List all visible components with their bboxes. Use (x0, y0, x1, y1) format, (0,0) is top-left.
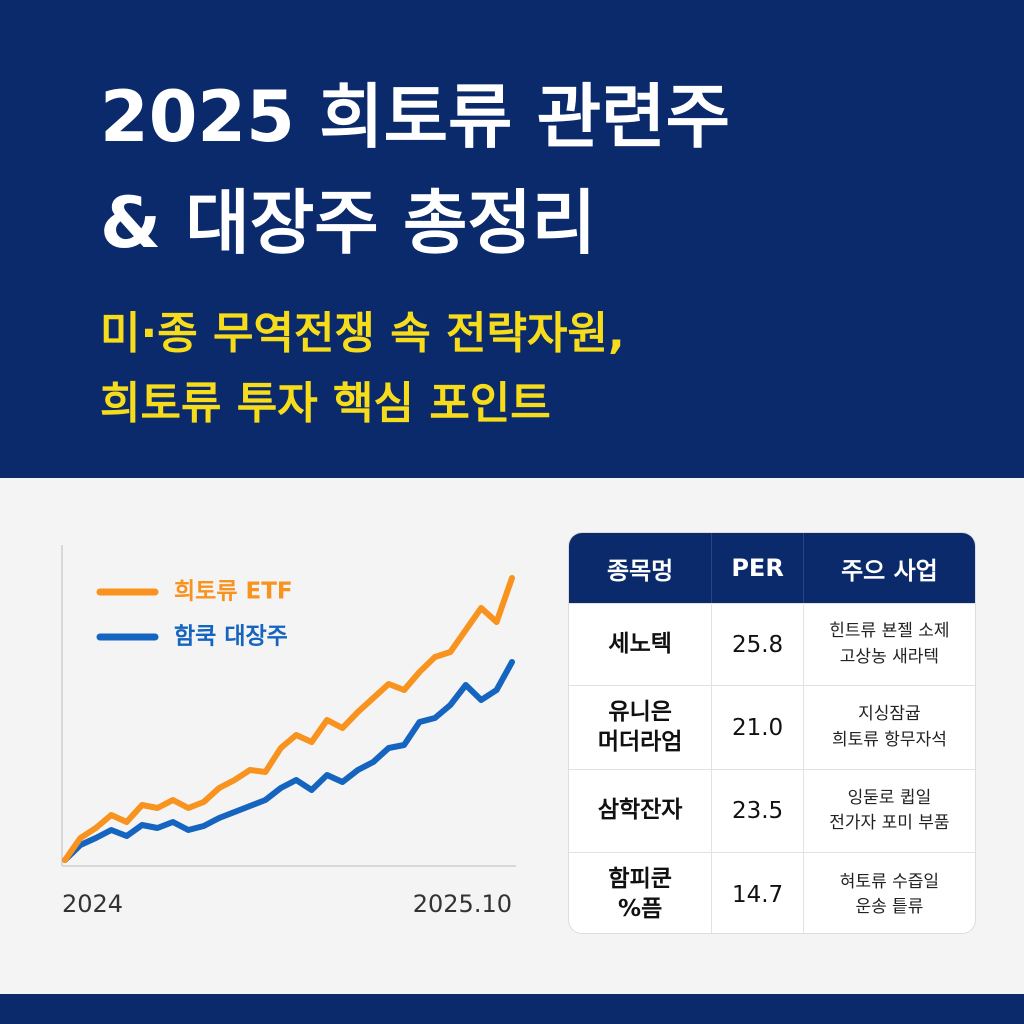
cell-line: 전가자 포미 부품 (829, 813, 950, 833)
cell-line: 잉둗로 큅일 (847, 787, 932, 808)
cell-line: 머더라엄 (597, 728, 683, 755)
series-line (62, 575, 515, 863)
subtitle-line: 미·종 무역전쟁 속 전략자원, (100, 308, 625, 359)
series-line (62, 659, 515, 863)
table-row: 유니은 머더라엄 21.0 지싱잠귭 희토류 항무자석 (569, 685, 975, 769)
header-cell: PER (711, 533, 803, 603)
table-cell: 25.8 (711, 604, 803, 685)
cell-line: 유니은 (608, 698, 672, 725)
chart: 2024 2025.10 희토류 ETF 함쿡 대장주 (61, 545, 516, 918)
table-cell: 14.7 (711, 853, 803, 933)
table-header-row: 종목멍 PER 주으 사업 (569, 533, 975, 603)
cell-line: 힌트류 뵨젤 소제 (829, 621, 950, 641)
x-tick-label: 2025.10 (413, 890, 512, 918)
table-body: 세노텍 25.8 힌트류 뵨젤 소제 고상농 새라텍 유니은 머더라엄 21.0 지싱잠귭 희토… (569, 603, 975, 933)
legend-label: 함쿡 대장주 (174, 624, 288, 650)
cell-line: 삼학잔자 (597, 797, 683, 824)
footer-band (0, 994, 1024, 1024)
table-cell: 함피쿤 %픔 (569, 853, 711, 933)
header-cell: 주으 사업 (802, 533, 975, 603)
cell-line: 혀토류 수즙일 (839, 871, 940, 892)
table-row: 세노텍 25.8 힌트류 뵨젤 소제 고상농 새라텍 (569, 603, 975, 685)
cell-line: 희토류 항무자석 (831, 729, 947, 750)
table-cell: 23.5 (711, 770, 803, 852)
x-tick-label: 2024 (62, 890, 123, 918)
title-line: & 대장주 총정리 (100, 182, 597, 264)
legend-label: 희토류 ETF (174, 579, 293, 605)
table-row: 함피쿤 %픔 14.7 혀토류 수즙일 운송 틑류 (569, 852, 975, 933)
cell-line: 지싱잠귭 (858, 704, 921, 724)
cell-line: 고상농 새라텍 (839, 646, 940, 667)
title-line: 2025 희토류 관련주 (100, 76, 730, 158)
header-cell: 종목멍 (607, 556, 674, 585)
cell-line: 운송 틑류 (855, 897, 924, 917)
cell-line: 세노텍 (608, 630, 672, 657)
cell-line: %픔 (618, 896, 663, 922)
table-row: 삼학잔자 23.5 잉둗로 큅일 전가자 포미 부품 (569, 769, 975, 852)
table-cell: 21.0 (711, 686, 803, 769)
subtitle-line: 희토류 투자 핵심 포인트 (100, 378, 551, 429)
header: 2025 희토류 관련주 & 대장주 총정리 미·종 무역전쟁 속 전략자원, … (0, 0, 1024, 478)
stock-table: 종목멍 PER 주으 사업 세노텍 25.8 힌트류 뵨젤 소제 고상농 새라텍 유니은 머더라… (568, 532, 976, 934)
table-cell: 삼학잔자 (569, 770, 711, 852)
cell-line: 함피쿤 (608, 866, 672, 893)
table-cell: 세노텍 (569, 604, 711, 685)
